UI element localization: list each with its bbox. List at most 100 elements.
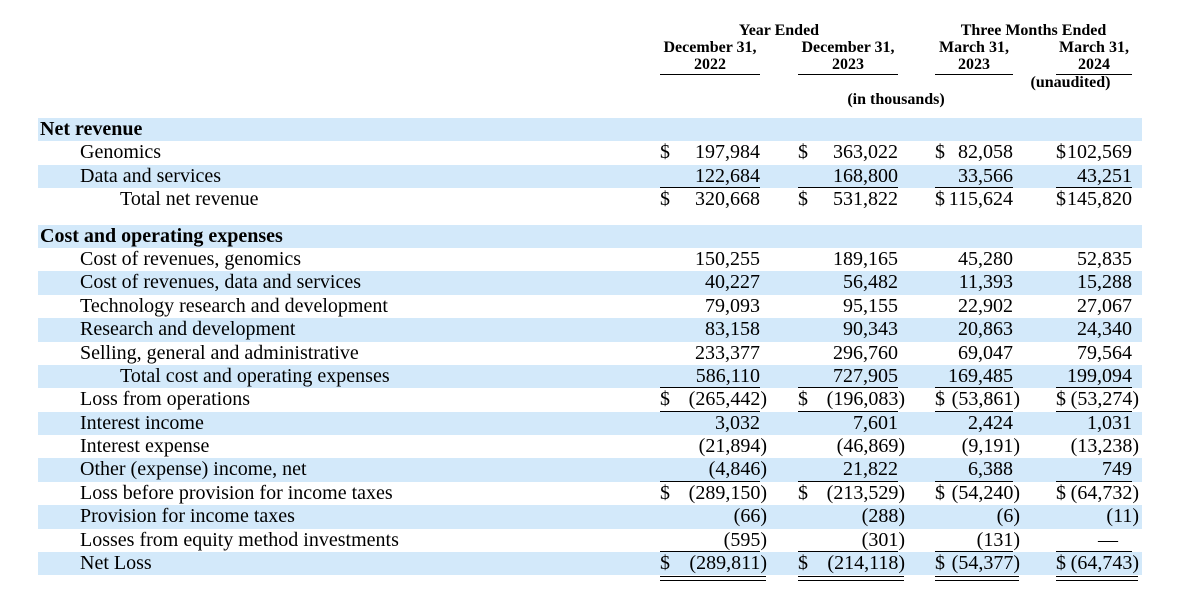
value-cell: 11,393 bbox=[935, 271, 1013, 294]
value-cell: (6) bbox=[935, 505, 1020, 528]
dollar-sign: $ bbox=[935, 481, 945, 504]
table-row: Total net revenue $320,668 $531,822 $115,62… bbox=[38, 188, 1142, 211]
cell-value: (6) bbox=[996, 505, 1020, 528]
income-statement-table: Year Ended Three Months Ended December 3… bbox=[38, 15, 1142, 582]
cell-value: (11) bbox=[1106, 505, 1139, 528]
cell-value: (131) bbox=[976, 528, 1020, 551]
value-cell: $ (214,118) bbox=[798, 552, 905, 582]
value-cell: 43,251 bbox=[1056, 165, 1132, 189]
cell-value: 150,255 bbox=[695, 247, 760, 270]
value-cell: $ (289,150) bbox=[660, 482, 767, 505]
cell-value: (53,274) bbox=[1070, 388, 1139, 411]
row-label: Loss before provision for income taxes bbox=[80, 481, 393, 504]
value-cell: (595) bbox=[660, 529, 767, 553]
value-cell: (21,894) bbox=[660, 435, 767, 458]
value-cell: $531,822 bbox=[798, 188, 898, 211]
table-row: Research and development 83,158 90,343 20,8… bbox=[38, 318, 1142, 342]
value-cell: (9,191) bbox=[935, 435, 1020, 458]
cell-value: (289,811) bbox=[689, 552, 767, 575]
cell-value: 52,835 bbox=[1077, 247, 1132, 270]
value-cell: 586,110 bbox=[660, 365, 760, 389]
cell-value: (13,238) bbox=[1070, 435, 1139, 458]
row-label: Cost of revenues, genomics bbox=[80, 247, 302, 270]
value-cell: (288) bbox=[798, 505, 905, 528]
section-row: Cost and operating expenses bbox=[38, 224, 1142, 248]
value-cell: 27,067 bbox=[1056, 295, 1132, 318]
value-cell: 749 bbox=[1056, 458, 1132, 482]
value-cell: 1,031 bbox=[1056, 412, 1132, 435]
column-header-line2: 2023 bbox=[832, 56, 864, 73]
cell-value: 122,684 bbox=[695, 164, 760, 187]
column-header-line1: December 31, bbox=[663, 39, 757, 56]
dollar-sign: $ bbox=[935, 141, 945, 164]
value-cell: 189,165 bbox=[798, 248, 898, 271]
cell-value: (196,083) bbox=[826, 388, 905, 411]
dollar-sign: $ bbox=[798, 188, 808, 211]
cell-value: 189,165 bbox=[833, 247, 898, 270]
value-cell: $145,820 bbox=[1056, 188, 1132, 211]
value-cell: 169,485 bbox=[935, 365, 1013, 389]
cell-value: 233,377 bbox=[695, 341, 760, 364]
column-header-mar-31-2023: March 31, 2023 bbox=[935, 39, 1013, 75]
cell-value: 20,863 bbox=[958, 318, 1013, 341]
table-row: Interest income 3,032 7,601 2,424 1,031 bbox=[38, 411, 1142, 436]
cell-value: 82,058 bbox=[958, 141, 1013, 164]
dollar-sign: $ bbox=[660, 141, 670, 164]
cell-value: (213,529) bbox=[826, 481, 905, 504]
table-row: Loss from operations $ (265,442) $ (196,083)… bbox=[38, 388, 1142, 412]
cell-value: 21,822 bbox=[843, 458, 898, 481]
value-cell: (11) bbox=[1056, 505, 1139, 528]
value-cell: 79,564 bbox=[1056, 342, 1132, 365]
cell-value: 79,093 bbox=[705, 294, 760, 317]
cell-value: 727,905 bbox=[833, 364, 898, 387]
dollar-sign: $ bbox=[798, 481, 808, 504]
row-label: Cost and operating expenses bbox=[40, 224, 283, 247]
cell-value: 320,668 bbox=[695, 188, 760, 211]
dollar-sign: $ bbox=[798, 552, 808, 575]
row-label: Research and development bbox=[80, 318, 296, 341]
value-cell: 22,902 bbox=[935, 295, 1013, 318]
dollar-sign: $ bbox=[1056, 141, 1066, 164]
value-cell: 3,032 bbox=[660, 412, 760, 435]
dollar-sign: $ bbox=[1056, 552, 1066, 575]
dollar-sign: $ bbox=[935, 552, 945, 575]
dollar-sign: $ bbox=[660, 552, 670, 575]
cell-value: (53,861) bbox=[951, 388, 1020, 411]
cell-value: 83,158 bbox=[705, 318, 760, 341]
cell-value: 24,340 bbox=[1077, 318, 1132, 341]
value-cell: $ (54,240) bbox=[935, 481, 1020, 505]
value-cell: 150,255 bbox=[660, 248, 760, 271]
table-row: Genomics $197,984 $363,022 $82,058 $102,569 bbox=[38, 141, 1142, 164]
dollar-sign: $ bbox=[935, 188, 945, 211]
cell-value: 15,288 bbox=[1077, 271, 1132, 294]
cell-value: (289,150) bbox=[688, 481, 767, 504]
row-label: Other (expense) income, net bbox=[80, 458, 307, 481]
cell-value: 56,482 bbox=[843, 271, 898, 294]
cell-value: (9,191) bbox=[961, 435, 1020, 458]
cell-value: 296,760 bbox=[833, 341, 898, 364]
value-cell: 199,094 bbox=[1056, 365, 1132, 389]
value-cell: 15,288 bbox=[1056, 271, 1132, 294]
value-cell: 40,227 bbox=[660, 271, 760, 294]
column-header-line2: 2023 bbox=[958, 56, 990, 73]
value-cell: 24,340 bbox=[1056, 318, 1132, 341]
cell-value: (64,732) bbox=[1070, 481, 1139, 504]
table-row: Selling, general and administrative 233,3… bbox=[38, 342, 1142, 365]
table-row: Cost of revenues, data and services 40,22… bbox=[38, 271, 1142, 295]
column-header-line2: 2024 bbox=[1078, 56, 1110, 73]
cell-value: 3,032 bbox=[715, 411, 760, 434]
row-label: Total cost and operating expenses bbox=[120, 364, 390, 387]
cell-value: 27,067 bbox=[1077, 294, 1132, 317]
value-cell: $ (213,529) bbox=[798, 481, 905, 505]
cell-value: (21,894) bbox=[698, 435, 767, 458]
cell-value: 168,800 bbox=[833, 164, 898, 187]
value-cell: (301) bbox=[798, 529, 905, 553]
row-label: Losses from equity method investments bbox=[80, 528, 399, 551]
cell-value: 95,155 bbox=[843, 294, 898, 317]
value-cell: (4,846) bbox=[660, 458, 767, 482]
value-cell: (66) bbox=[660, 505, 767, 528]
column-header-line2: 2022 bbox=[694, 56, 726, 73]
value-cell: 727,905 bbox=[798, 364, 898, 389]
cell-value: 45,280 bbox=[958, 247, 1013, 270]
